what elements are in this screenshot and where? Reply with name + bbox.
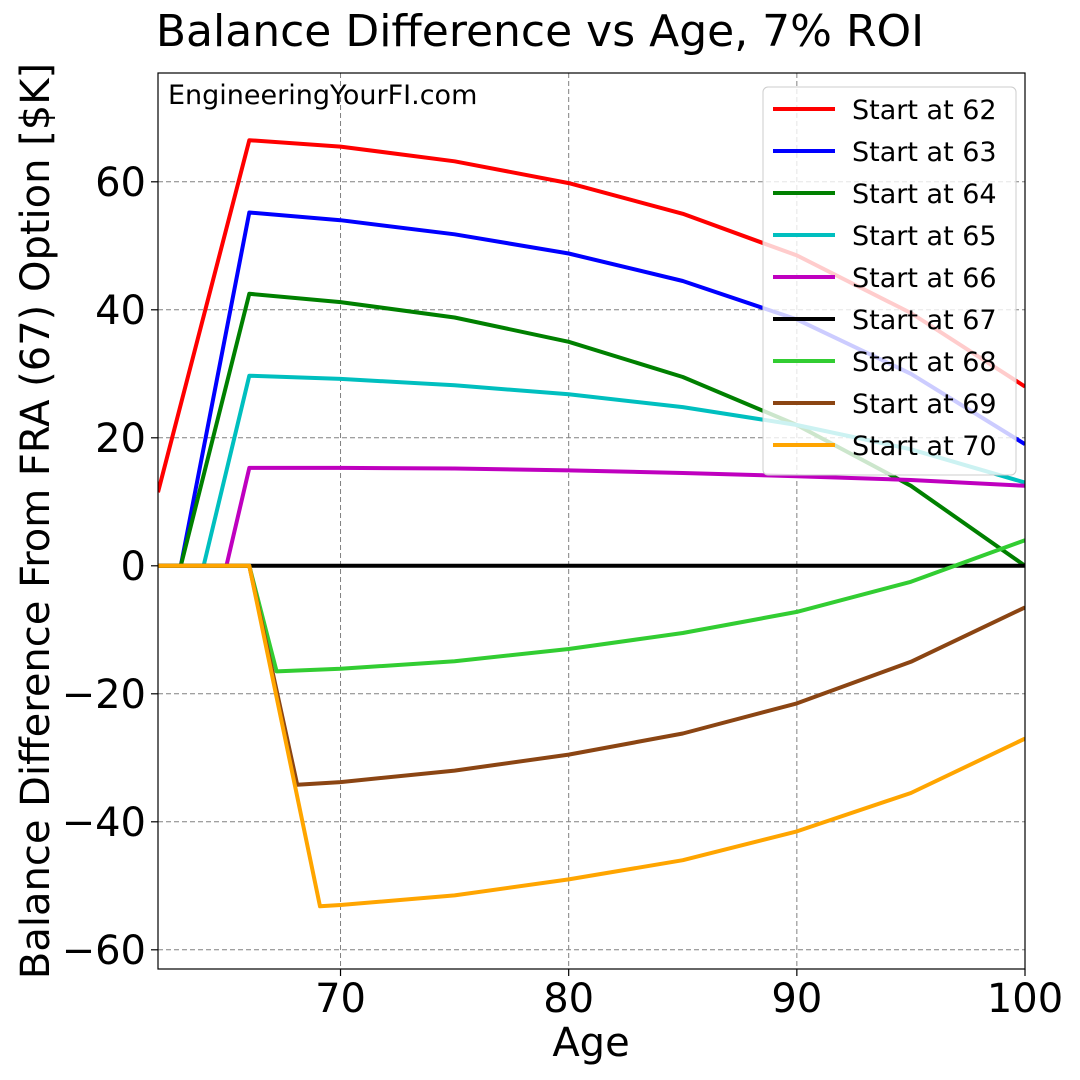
chart-title: Balance Difference vs Age, 7% ROI — [156, 6, 924, 57]
y-tick-label: 60 — [95, 160, 146, 206]
x-tick-label: 80 — [543, 976, 594, 1022]
y-tick-label: 40 — [95, 288, 146, 334]
series-line-start-at-68 — [158, 538, 1025, 674]
watermark-text: EngineeringYourFI.com — [168, 80, 477, 111]
x-tick-label: 100 — [987, 976, 1063, 1022]
legend-label: Start at 67 — [852, 305, 997, 336]
y-tick-label: −20 — [62, 672, 146, 718]
y-tick-label: 20 — [95, 416, 146, 462]
y-tick-label: 0 — [121, 544, 146, 590]
legend-label: Start at 65 — [852, 221, 997, 252]
legend-label: Start at 63 — [852, 137, 997, 168]
legend-label: Start at 66 — [852, 263, 997, 294]
x-tick-label: 70 — [315, 976, 366, 1022]
legend-label: Start at 68 — [852, 347, 997, 378]
legend-label: Start at 64 — [852, 179, 997, 210]
legend: Start at 62 Start at 63 Start at 64 Start a… — [762, 86, 1017, 476]
legend-label: Start at 70 — [852, 431, 997, 462]
plot-frame — [157, 72, 1026, 970]
legend-label: Start at 62 — [852, 95, 997, 126]
y-tick-label: −40 — [62, 800, 146, 846]
series-line-start-at-70 — [158, 563, 1025, 909]
legend-label: Start at 69 — [852, 389, 997, 420]
x-axis-label: Age — [552, 1020, 629, 1066]
y-axis-label: Balance Difference From FRA (67) Option … — [13, 63, 59, 979]
series-line-start-at-66 — [158, 465, 1025, 568]
legend-box — [762, 86, 1017, 476]
x-tick-label: 90 — [771, 976, 822, 1022]
y-tick-label: −60 — [62, 928, 146, 974]
